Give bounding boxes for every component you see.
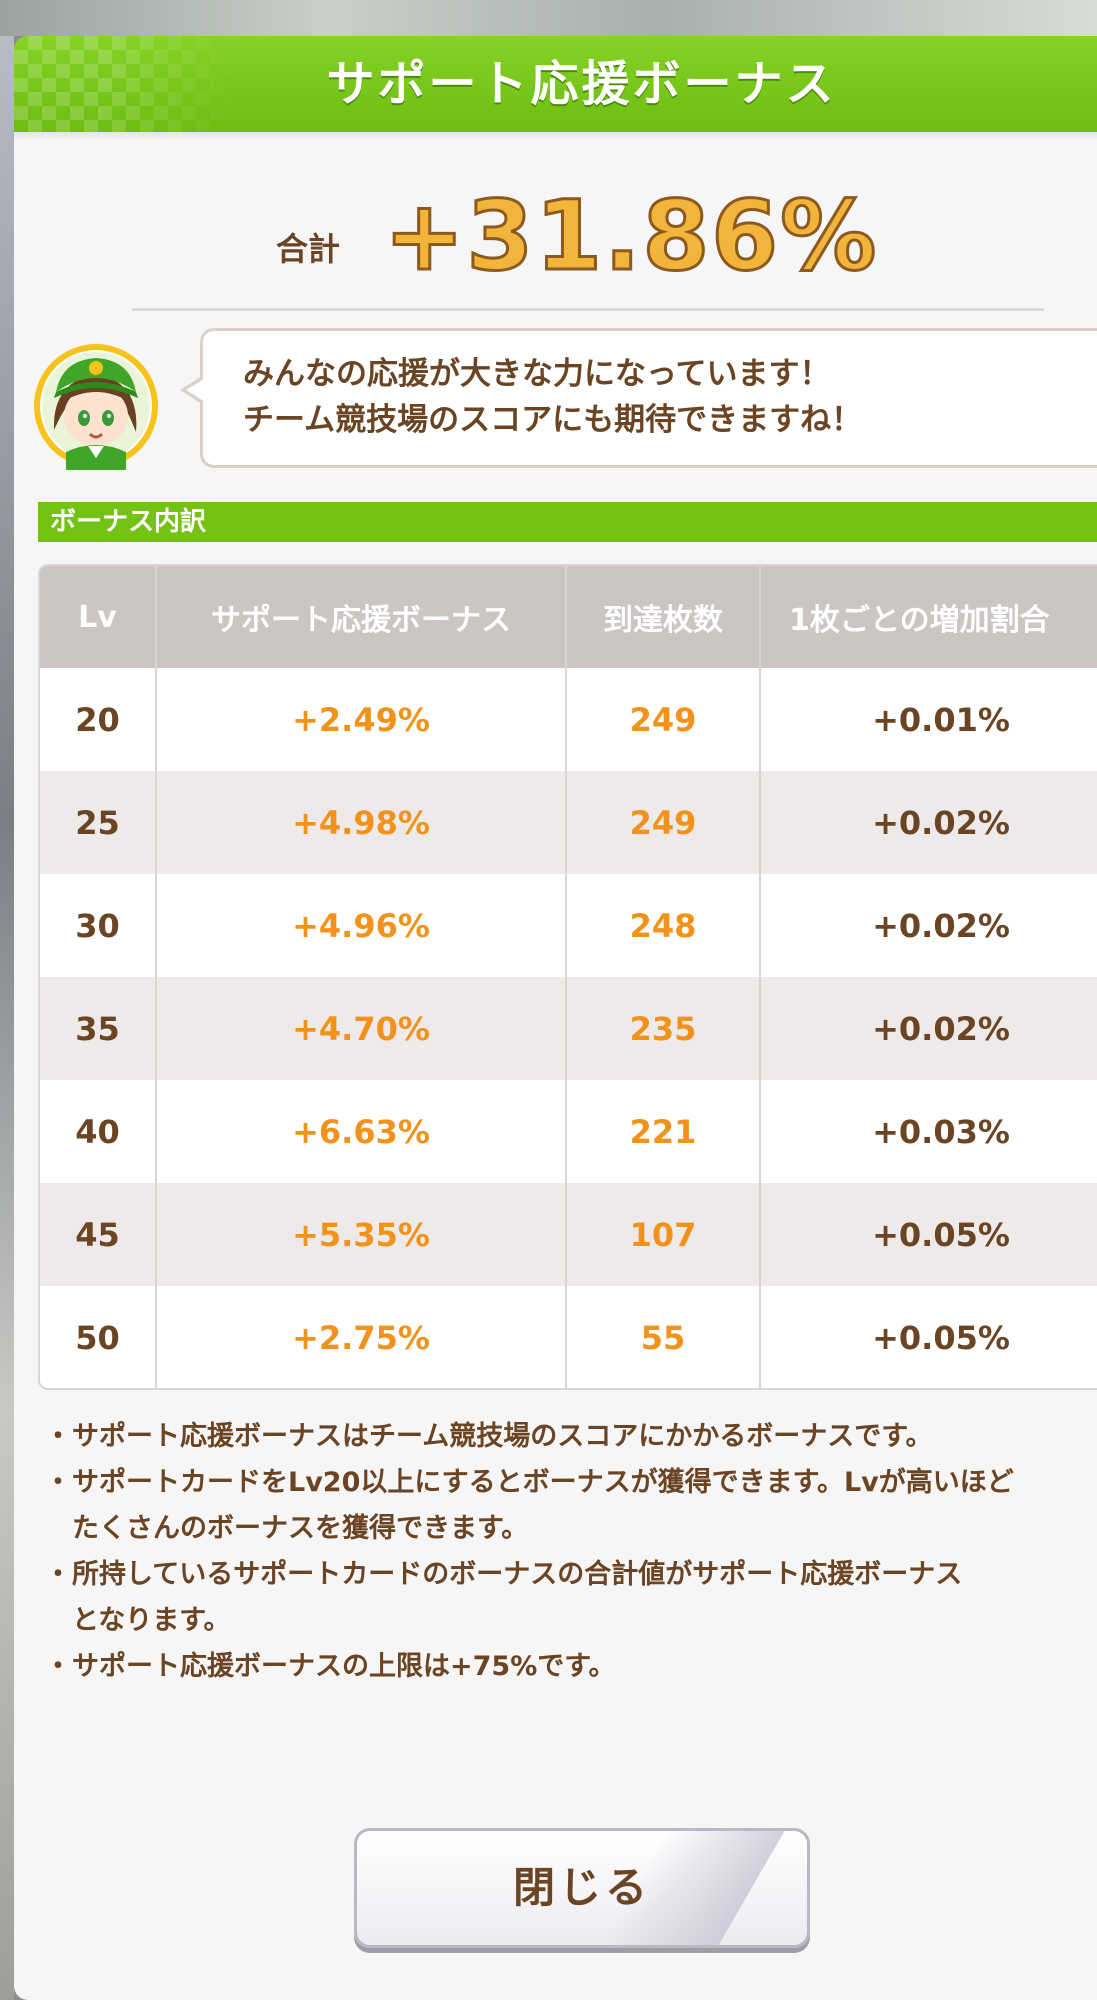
note-bullet: ・ [44, 1421, 72, 1452]
row-lv: 45 [75, 1215, 120, 1254]
column-divider [565, 566, 567, 1388]
row-lv: 50 [75, 1318, 120, 1357]
row-count: 221 [629, 1112, 697, 1151]
speech-line-1: みんなの応援が大きな力になっています！ [243, 356, 831, 392]
dialog-header: サポート応援ボーナス [14, 36, 1097, 132]
bonus-dialog: サポート応援ボーナス 合計 +31.86% みんなの応援が大きな力になってい [14, 36, 1097, 2000]
header-count: 到達枚数 [603, 603, 723, 638]
row-count: 248 [629, 906, 697, 945]
note-bullet: ・ [44, 1559, 72, 1590]
table-row: 30 +4.96% 248 +0.02% [40, 874, 1097, 977]
table-row: 50 +2.75% 55 +0.05% [40, 1286, 1097, 1388]
divider [132, 308, 1044, 311]
note-item: ・ 所持しているサポートカードのボーナスの合計値がサポート応援ボーナス となりま… [44, 1552, 1097, 1644]
close-button-label: 閉じる [512, 1863, 651, 1912]
header-rate: 1枚ごとの増加割合 [789, 603, 1050, 638]
row-count: 55 [640, 1318, 686, 1357]
character-avatar-icon [32, 342, 160, 470]
row-rate: +0.02% [872, 803, 1010, 842]
note-text: サポート応援ボーナスの上限は+75%です。 [72, 1651, 616, 1682]
total-label: 合計 [276, 230, 341, 268]
note-bullet: ・ [44, 1467, 72, 1498]
total-value: +31.86% [383, 179, 879, 294]
row-count: 249 [629, 700, 697, 739]
table-row: 40 +6.63% 221 +0.03% [40, 1080, 1097, 1183]
row-rate: +0.03% [872, 1112, 1010, 1151]
row-count: 235 [629, 1009, 697, 1048]
background-top [0, 0, 1097, 36]
row-bonus: +2.75% [292, 1318, 430, 1357]
section-bar [38, 502, 1097, 542]
column-divider [155, 566, 157, 1388]
row-bonus: +5.35% [292, 1215, 430, 1254]
row-rate: +0.02% [872, 1009, 1010, 1048]
bonus-table: Lv サポート応援ボーナス 到達枚数 1枚ごとの増加割合 20 +2.49% 2… [38, 564, 1097, 1390]
row-rate: +0.05% [872, 1215, 1010, 1254]
row-bonus: +4.96% [292, 906, 430, 945]
table-row: 25 +4.98% 249 +0.02% [40, 771, 1097, 874]
section-title: ボーナス内訳 [50, 507, 207, 537]
close-button[interactable]: 閉じる [354, 1828, 810, 1948]
note-bullet: ・ [44, 1651, 72, 1682]
row-bonus: +6.63% [292, 1112, 430, 1151]
row-count: 107 [629, 1215, 697, 1254]
column-divider [759, 566, 761, 1388]
note-text: サポート応援ボーナスはチーム競技場のスコアにかかるボーナスです。 [72, 1421, 933, 1452]
note-item: ・ サポート応援ボーナスはチーム競技場のスコアにかかるボーナスです。 [44, 1414, 1097, 1460]
table-header-row: Lv サポート応援ボーナス 到達枚数 1枚ごとの増加割合 [40, 566, 1097, 668]
header-shade [14, 132, 1097, 140]
row-rate: +0.01% [872, 700, 1010, 739]
row-lv: 35 [75, 1009, 120, 1048]
row-rate: +0.05% [872, 1318, 1010, 1357]
row-count: 249 [629, 803, 697, 842]
note-text: サポートカードをLv20以上にするとボーナスが獲得できます。Lvが高いほど たく… [72, 1467, 1014, 1544]
table-row: 20 +2.49% 249 +0.01% [40, 668, 1097, 771]
row-lv: 20 [75, 700, 120, 739]
header-lv: Lv [78, 599, 117, 635]
row-rate: +0.02% [872, 906, 1010, 945]
speech-tail-inner [186, 379, 204, 401]
header-bonus: サポート応援ボーナス [211, 603, 511, 638]
row-lv: 25 [75, 803, 120, 842]
header-pattern [14, 36, 234, 132]
row-bonus: +2.49% [292, 700, 430, 739]
note-item: ・ サポートカードをLv20以上にするとボーナスが獲得できます。Lvが高いほど … [44, 1460, 1097, 1552]
row-lv: 40 [75, 1112, 120, 1151]
speech-bubble: みんなの応援が大きな力になっています！ チーム競技場のスコアにも期待できますね！ [200, 328, 1097, 468]
note-text: 所持しているサポートカードのボーナスの合計値がサポート応援ボーナス となります。 [72, 1559, 963, 1636]
row-bonus: +4.98% [292, 803, 430, 842]
note-item: ・ サポート応援ボーナスの上限は+75%です。 [44, 1644, 1097, 1690]
dialog-title: サポート応援ボーナス [326, 56, 837, 112]
row-lv: 30 [75, 906, 120, 945]
row-bonus: +4.70% [292, 1009, 430, 1048]
table-row: 45 +5.35% 107 +0.05% [40, 1183, 1097, 1286]
notes-list: ・ サポート応援ボーナスはチーム競技場のスコアにかかるボーナスです。 ・ サポー… [44, 1414, 1097, 1690]
table-row: 35 +4.70% 235 +0.02% [40, 977, 1097, 1080]
speech-line-2: チーム競技場のスコアにも期待できますね！ [243, 402, 863, 438]
background-left [0, 36, 14, 2000]
